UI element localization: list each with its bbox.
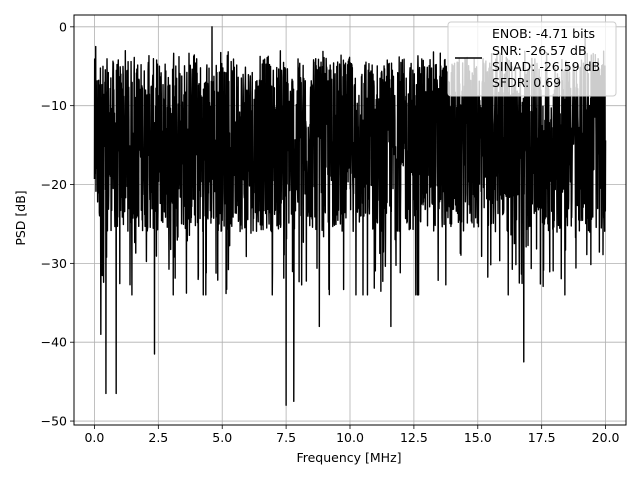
x-axis-label: Frequency [MHz] bbox=[296, 450, 401, 465]
legend: ENOB: -4.71 bits SNR: -26.57 dB SINAD: -… bbox=[447, 21, 617, 97]
x-tick-label: 12.5 bbox=[400, 430, 428, 445]
y-tick-label: −30 bbox=[41, 256, 67, 271]
legend-box bbox=[447, 21, 617, 97]
y-axis: 0 −10 −20 −30 −40 −50 bbox=[41, 19, 74, 429]
x-tick-label: 20.0 bbox=[592, 430, 620, 445]
y-tick-label: 0 bbox=[59, 19, 67, 34]
y-tick-label: −50 bbox=[41, 414, 67, 429]
x-tick-label: 15.0 bbox=[464, 430, 492, 445]
legend-line-snr: SNR: -26.57 dB bbox=[492, 43, 587, 58]
x-axis: 0.0 2.5 5.0 7.5 10.0 12.5 15.0 17.5 20.0 bbox=[84, 425, 620, 445]
y-tick-label: −10 bbox=[41, 98, 67, 113]
y-tick-label: −40 bbox=[41, 335, 67, 350]
x-tick-label: 5.0 bbox=[212, 430, 232, 445]
y-tick-label: −20 bbox=[41, 177, 67, 192]
legend-line-sfdr: SFDR: 0.69 bbox=[492, 75, 561, 90]
x-tick-label: 10.0 bbox=[336, 430, 364, 445]
legend-line-enob: ENOB: -4.71 bits bbox=[492, 26, 595, 41]
x-tick-label: 7.5 bbox=[276, 430, 296, 445]
x-tick-label: 17.5 bbox=[528, 430, 556, 445]
legend-line-sinad: SINAD: -26.59 dB bbox=[492, 59, 600, 74]
y-axis-label: PSD [dB] bbox=[13, 190, 28, 245]
x-tick-label: 0.0 bbox=[84, 430, 104, 445]
x-tick-label: 2.5 bbox=[148, 430, 168, 445]
